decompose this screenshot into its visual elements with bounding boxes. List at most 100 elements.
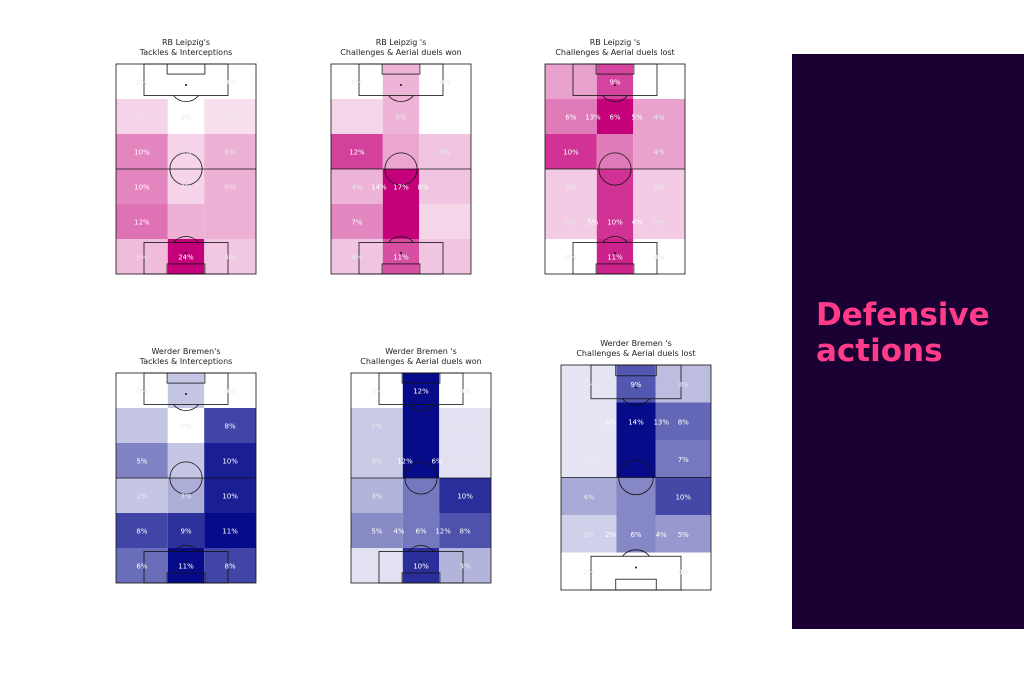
chart-title: Werder Bremen 's Challenges & Aerial duel…	[311, 347, 531, 367]
heatmap-cell	[561, 515, 617, 553]
cell-label: 11%	[178, 563, 194, 571]
six-yard-box	[595, 263, 635, 275]
heatmap-cell	[616, 365, 656, 403]
six-yard-box	[381, 63, 421, 75]
cell-label: 4%	[225, 254, 236, 262]
cell-label: 6%	[225, 149, 236, 157]
cell-label: 6%	[565, 114, 576, 122]
cell-label: 5%	[632, 114, 643, 122]
penalty-spot	[185, 392, 188, 395]
cell-label: 0%	[440, 79, 451, 87]
cell-label: 6%	[225, 184, 236, 192]
cell-label: 0%	[371, 388, 382, 396]
heatmap-cell	[596, 239, 634, 274]
heatmap-cell	[655, 552, 711, 590]
heatmap-cell	[351, 548, 403, 583]
cell-label: 0%	[583, 381, 594, 389]
heatmap-cell	[351, 443, 403, 478]
cell-label: 3%	[180, 184, 191, 192]
heatmap-cell	[167, 373, 205, 408]
penalty-arc	[622, 398, 650, 406]
heatmap-cell	[402, 408, 440, 443]
heatmap-cell	[331, 99, 383, 134]
cell-label: 8%	[678, 418, 689, 426]
cell-label: 7%	[351, 219, 362, 227]
chart-title-line2: Challenges & Aerial duels won	[340, 48, 462, 57]
heatmap-cell	[633, 99, 685, 134]
heatmap-cell	[204, 408, 256, 443]
heatmap-cell	[331, 169, 383, 204]
cell-label: 14%	[371, 184, 387, 192]
heatmap-cell	[116, 64, 168, 99]
heatmap-cell	[655, 515, 711, 553]
cell-label: 11%	[607, 254, 623, 262]
penalty-spot	[400, 251, 403, 254]
heatmap-cell	[204, 169, 256, 204]
cell-label: 10%	[134, 184, 150, 192]
cell-label: 10%	[222, 493, 238, 501]
cell-label: 3%	[180, 493, 191, 501]
cell-label: 5%	[136, 458, 147, 466]
pitch-heatmap: 0% 0% 5% 12% 4% 4% 14% 17% 8% 7% 4% 11%	[330, 63, 472, 275]
heatmap-cell	[351, 408, 403, 443]
penalty-arc	[173, 95, 199, 102]
penalty-arc	[622, 549, 650, 557]
heatmap-cell	[561, 552, 617, 590]
cell-label: 3%	[136, 114, 147, 122]
heatmap-cell	[167, 204, 205, 239]
cell-label: 8%	[418, 184, 429, 192]
heatmap-cell	[655, 365, 711, 403]
heatmap-cell	[596, 169, 634, 204]
cell-label: 24%	[178, 254, 194, 262]
penalty-arc	[602, 236, 628, 243]
cell-label: 11%	[222, 528, 238, 536]
chart-title: RB Leipzig's Tackles & Interceptions	[76, 38, 296, 58]
chart-title: RB Leipzig 's Challenges & Aerial duels w…	[291, 38, 511, 58]
six-yard-box	[615, 578, 657, 591]
heatmap-cell	[116, 169, 168, 204]
cell-label: 5%	[371, 528, 382, 536]
six-yard-box	[615, 364, 657, 377]
heatmap-cell	[204, 513, 256, 548]
cell-label: 13%	[653, 418, 669, 426]
heatmap-cell	[116, 478, 168, 513]
heatmap-cell	[596, 204, 634, 239]
cell-label: 4%	[440, 149, 451, 157]
heatmap-cell	[655, 402, 711, 440]
chart-title-line1: RB Leipzig's	[162, 38, 210, 47]
cell-label: 4%	[351, 184, 362, 192]
chart-title-line1: Werder Bremen 's	[385, 347, 457, 356]
cell-label: 0%	[180, 423, 191, 431]
heatmap-cell	[561, 477, 617, 515]
heatmap-cell	[561, 402, 617, 440]
cell-label: 3%	[460, 563, 471, 571]
cell-label: 12%	[435, 528, 451, 536]
pitch-heatmap: 9% 6% 13% 6% 5% 4% 10% 4% 2% 2% 2% 5% 10% 4% 2% 0% 11% 0%	[544, 63, 686, 275]
defensive-actions-title-line2: actions	[816, 333, 943, 369]
cell-label: 11%	[393, 254, 409, 262]
cell-label: 1%	[460, 458, 471, 466]
cell-label: 4%	[583, 493, 594, 501]
heatmap-cell	[351, 373, 403, 408]
heatmap-cell	[116, 408, 168, 443]
cell-label: 2%	[460, 423, 471, 431]
cell-label: 4%	[654, 149, 665, 157]
heatmap-cell	[402, 478, 440, 513]
heatmap-cell	[116, 548, 168, 583]
cell-label: 6%	[630, 531, 641, 539]
heatmap-cell	[382, 134, 420, 169]
heatmap-cell	[167, 513, 205, 548]
heatmap-cell	[561, 365, 617, 403]
cell-label: 6%	[415, 528, 426, 536]
penalty-arc	[388, 95, 414, 102]
penalty-arc	[602, 95, 628, 102]
center-circle	[598, 152, 632, 186]
chart-title-line2: Tackles & Interceptions	[139, 357, 233, 366]
cell-label: 6%	[609, 114, 620, 122]
heatmap-cell	[204, 478, 256, 513]
penalty-spot	[185, 560, 188, 563]
cell-label: 10%	[222, 458, 238, 466]
heatmap-cell	[116, 443, 168, 478]
cell-label: 0%	[180, 114, 191, 122]
cell-label: 6%	[431, 458, 442, 466]
